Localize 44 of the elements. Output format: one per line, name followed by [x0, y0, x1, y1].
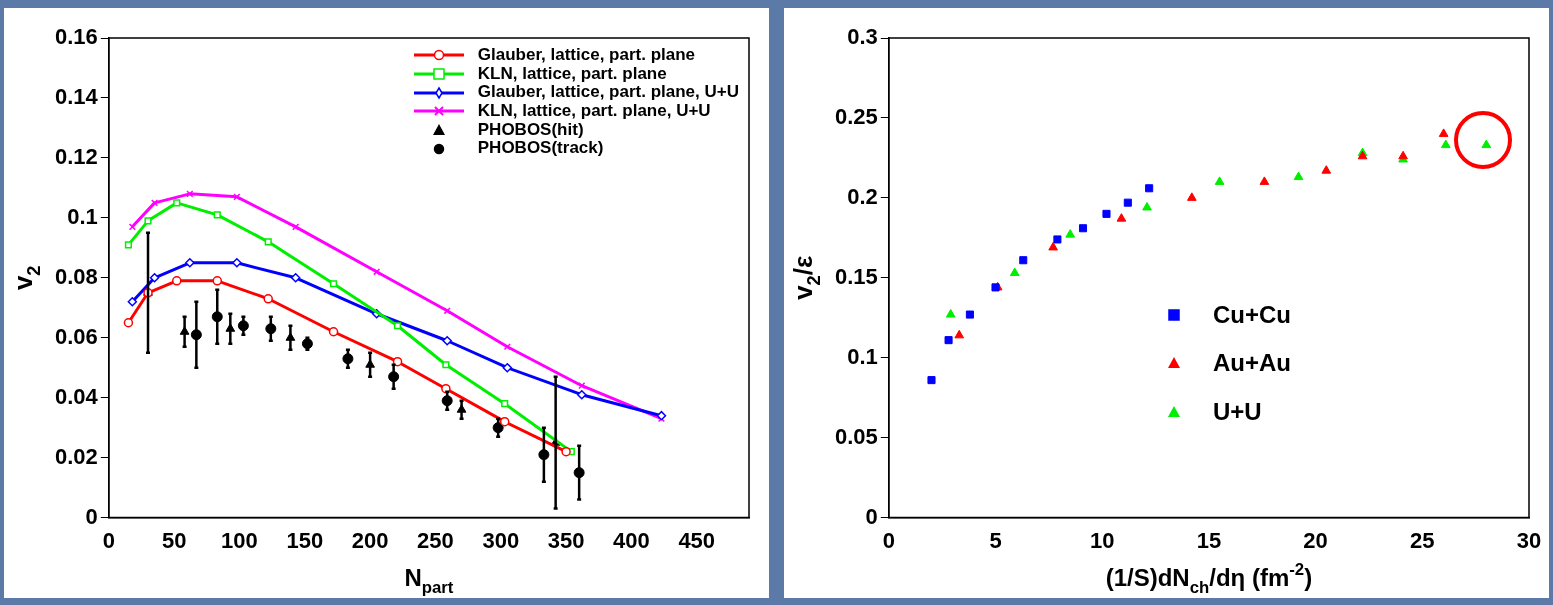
legend-label: PHOBOS(track)	[477, 138, 604, 159]
y-tick-label: 0.08	[54, 263, 98, 289]
legend-label: PHOBOS(hit)	[477, 119, 584, 140]
x-tick-label: 10	[1089, 527, 1115, 553]
legend-label: Glauber, lattice, part. plane	[477, 45, 696, 65]
x-tick-label: 200	[351, 527, 389, 553]
y-tick-label: 0.05	[834, 423, 878, 449]
x-tick-label: 0	[102, 527, 115, 553]
x-tick-label: 15	[1196, 527, 1222, 553]
y-axis-title: v2/ε	[788, 255, 824, 300]
y-tick-label: 0.02	[54, 443, 98, 469]
y-tick-label: 0	[865, 503, 878, 529]
x-tick-label: 350	[547, 527, 585, 553]
y-tick-label: 0.1	[847, 343, 878, 369]
y-tick-label: 0.25	[834, 104, 878, 129]
y-tick-label: 0.06	[54, 323, 98, 349]
y-tick-label: 0.16	[54, 24, 98, 50]
y-tick-label: 0.2	[847, 183, 878, 209]
legend-label: Cu+Cu	[1212, 300, 1291, 329]
legend-label: KLN, lattice, part. plane, U+U	[477, 101, 711, 121]
x-tick-label: 150	[286, 527, 324, 553]
x-tick-label: 50	[161, 527, 187, 553]
x-tick-label: 250	[417, 527, 454, 553]
x-tick-label: 0	[882, 527, 895, 553]
x-tick-label: 100	[221, 527, 258, 553]
legend-label: U+U	[1212, 397, 1262, 425]
x-tick-label: 5	[989, 527, 1002, 553]
y-tick-label: 0.12	[54, 143, 98, 169]
x-tick-label: 30	[1516, 527, 1542, 553]
y-tick-label: 0	[85, 503, 98, 529]
y-tick-label: 0.3	[847, 24, 878, 50]
x-tick-label: 25	[1410, 527, 1435, 553]
y-tick-label: 0.04	[54, 383, 99, 409]
y-tick-label: 0.1	[67, 203, 98, 229]
y-tick-label: 0.14	[54, 84, 99, 110]
legend-label: Au+Au	[1212, 349, 1291, 377]
legend-label: Glauber, lattice, part. plane, U+U	[477, 82, 739, 103]
y-tick-label: 0.15	[834, 263, 878, 289]
x-tick-label: 20	[1303, 527, 1328, 553]
x-tick-label: 300	[482, 527, 520, 553]
legend-label: KLN, lattice, part. plane	[477, 63, 667, 84]
x-tick-label: 400	[613, 527, 650, 553]
y-axis-title: v2	[8, 265, 44, 291]
x-tick-label: 450	[678, 527, 716, 553]
